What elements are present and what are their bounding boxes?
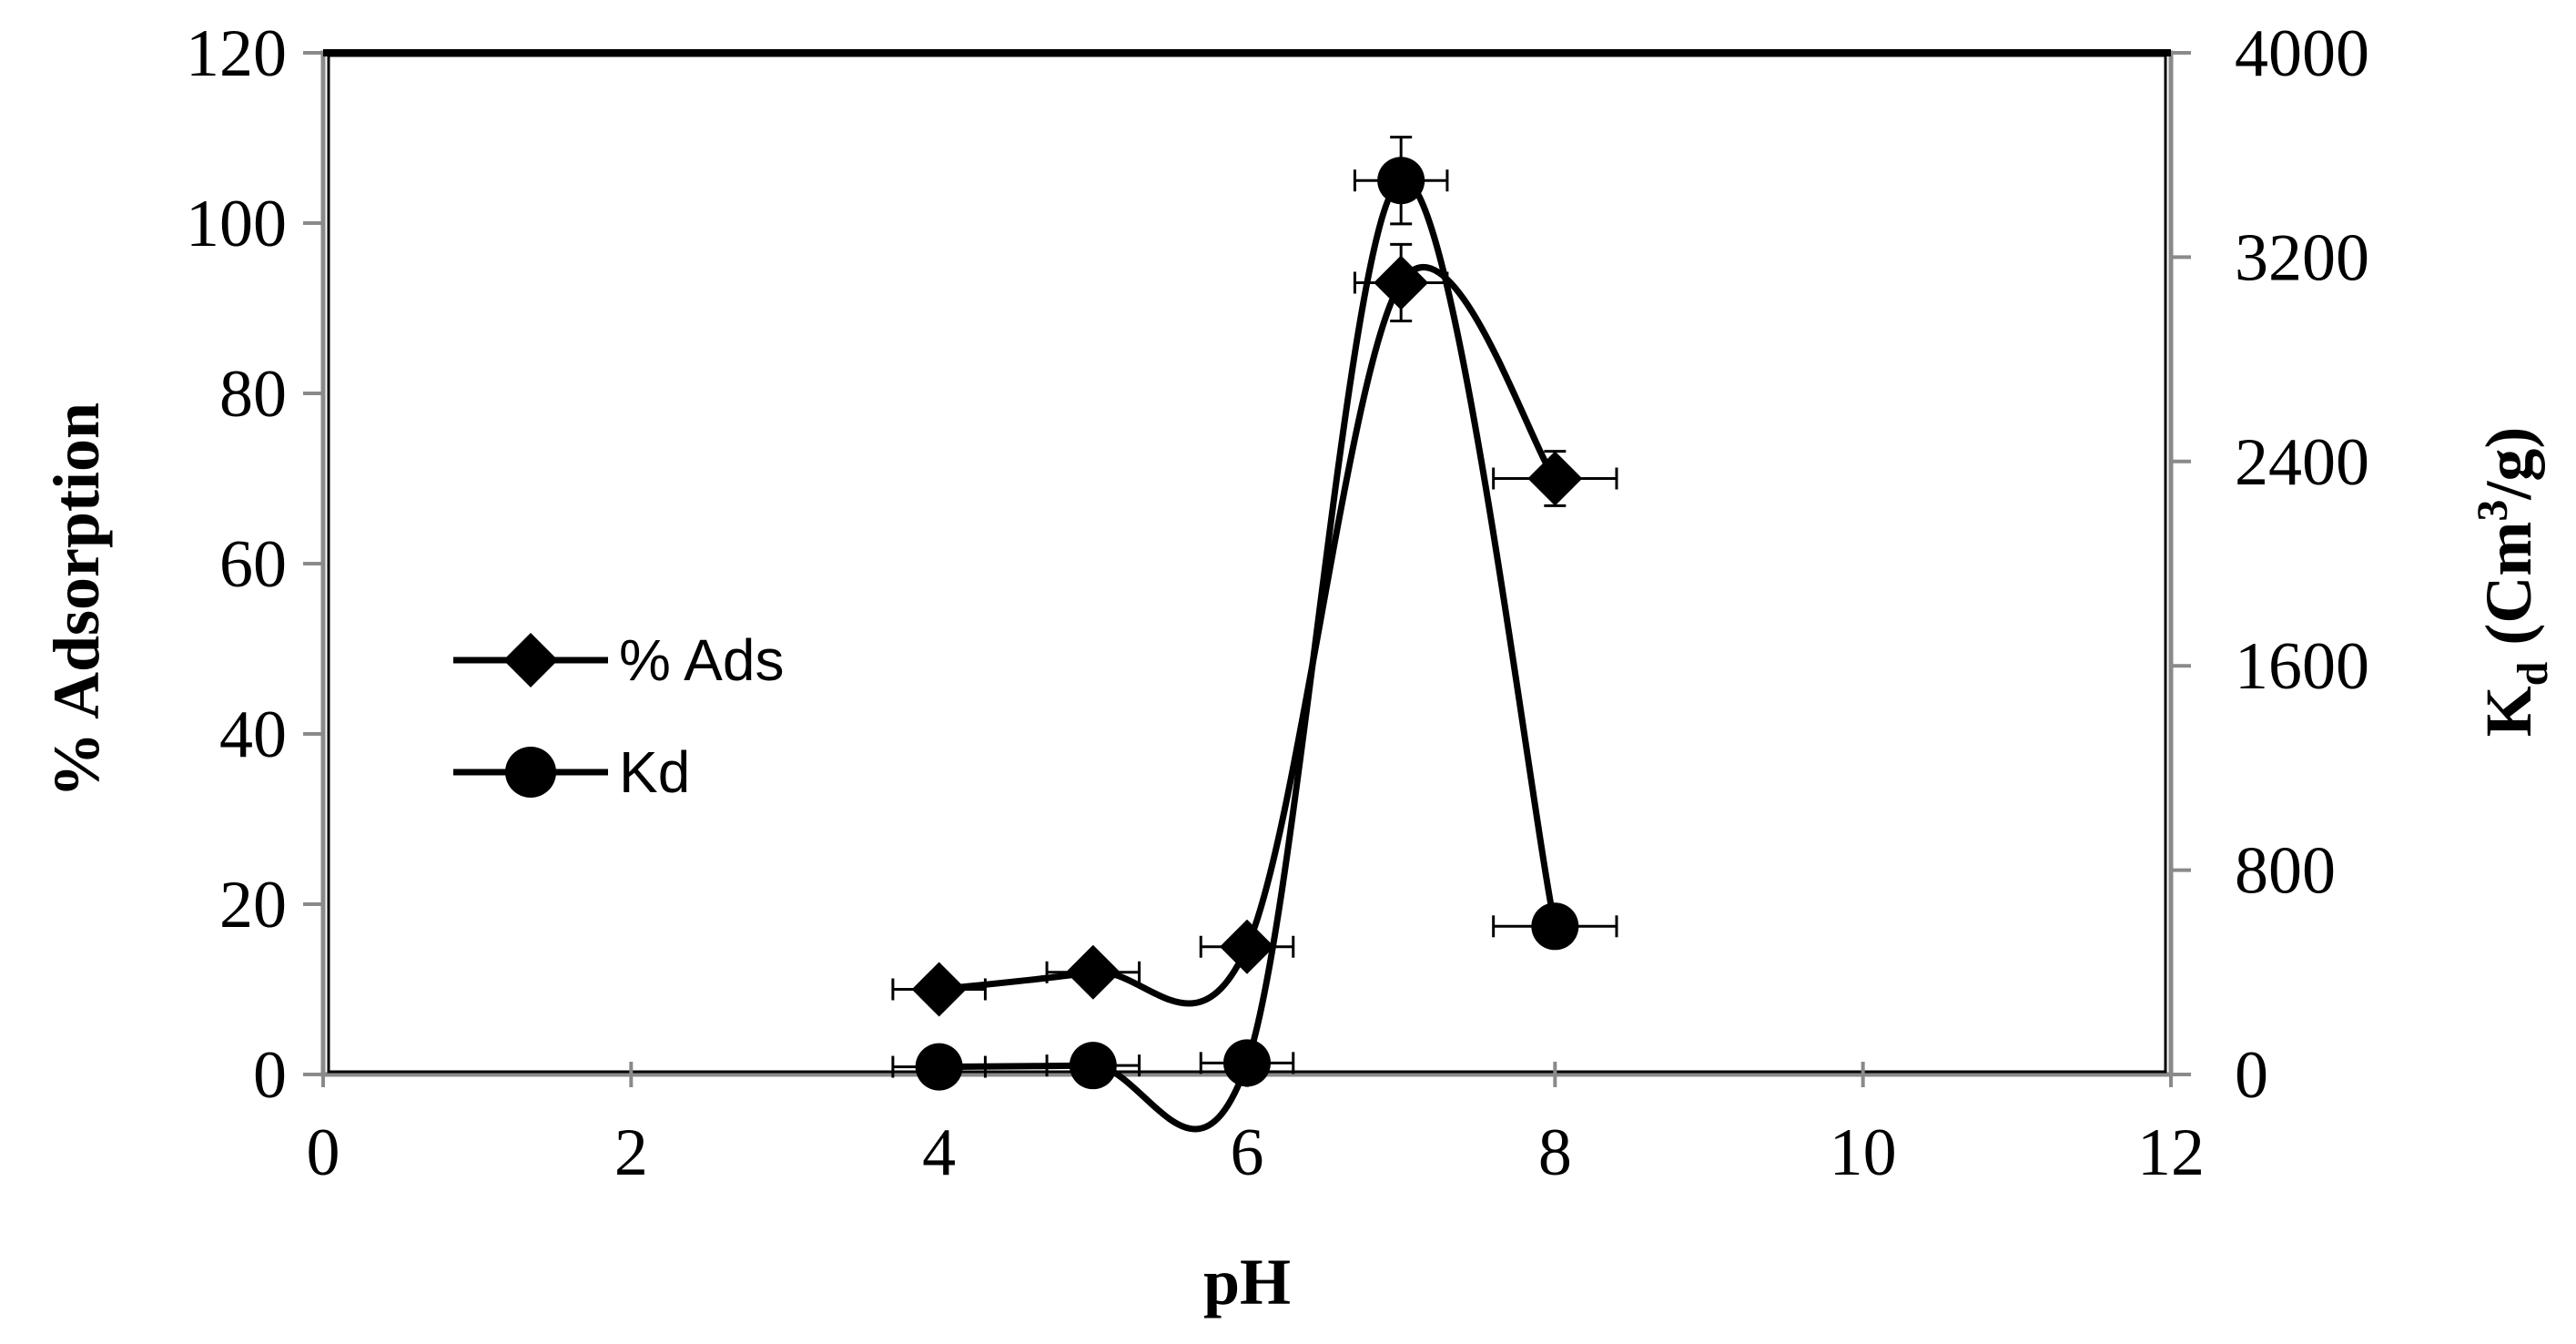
y-axis-left: 0 20 40 60 80 100 120: [186, 16, 323, 1113]
x-tick-label: 6: [1231, 1115, 1264, 1190]
y2-tick-label: 3200: [2235, 220, 2369, 295]
x-tick-label: 2: [614, 1115, 648, 1190]
x-tick-label: 10: [1830, 1115, 1897, 1190]
series-kd: [891, 136, 1618, 1133]
y-tick-label: 60: [219, 527, 287, 602]
x-tick-label: 0: [307, 1115, 340, 1190]
series-layer: [891, 136, 1618, 1133]
y-axis-title: % Adsorption: [40, 402, 113, 798]
y-tick-label: 40: [219, 697, 287, 772]
y2-axis-title: Kd (Cm3/g): [2469, 427, 2557, 738]
data-point-circle: [915, 1043, 963, 1091]
y2-tick-label: 1600: [2235, 629, 2369, 704]
legend-marker-circle: [505, 747, 556, 798]
y-tick-label: 100: [186, 187, 287, 261]
legend-item: Kd: [453, 739, 690, 805]
y-tick-label: 20: [219, 868, 287, 942]
x-tick-label: 8: [1538, 1115, 1572, 1190]
data-point-circle: [1069, 1042, 1117, 1090]
y-tick-label: 0: [253, 1038, 287, 1113]
y2-tick-label: 4000: [2235, 16, 2369, 91]
legend: % Ads Kd: [453, 627, 784, 805]
data-point-diamond: [1527, 451, 1583, 506]
y2-tick-label: 0: [2235, 1038, 2268, 1113]
x-tick-label: 4: [922, 1115, 956, 1190]
series-line: [938, 264, 1558, 1007]
data-point-diamond: [911, 962, 967, 1017]
plot-border-inner: [327, 54, 2167, 1074]
data-point-circle: [1223, 1039, 1271, 1087]
legend-label: Kd: [619, 739, 690, 805]
data-point-diamond: [1374, 255, 1429, 311]
data-point-circle: [1531, 902, 1579, 951]
data-point-circle: [1377, 157, 1425, 205]
y2-tick-label: 2400: [2235, 425, 2369, 500]
x-tick-label: 12: [2137, 1115, 2205, 1190]
legend-marker-diamond: [503, 633, 558, 687]
series-ads: [891, 242, 1618, 1017]
y2-tick-label: 800: [2235, 834, 2336, 909]
x-axis-title: pH: [1203, 1246, 1291, 1319]
legend-item: % Ads: [453, 627, 784, 693]
data-point-diamond: [1220, 919, 1274, 974]
series-line: [938, 177, 1558, 1133]
y-tick-label: 80: [219, 357, 287, 432]
y-tick-label: 120: [186, 16, 287, 91]
data-point-diamond: [1065, 944, 1121, 1000]
legend-label: % Ads: [619, 627, 784, 693]
y-axis-right: 0 800 1600 2400 3200 4000: [2171, 16, 2369, 1113]
